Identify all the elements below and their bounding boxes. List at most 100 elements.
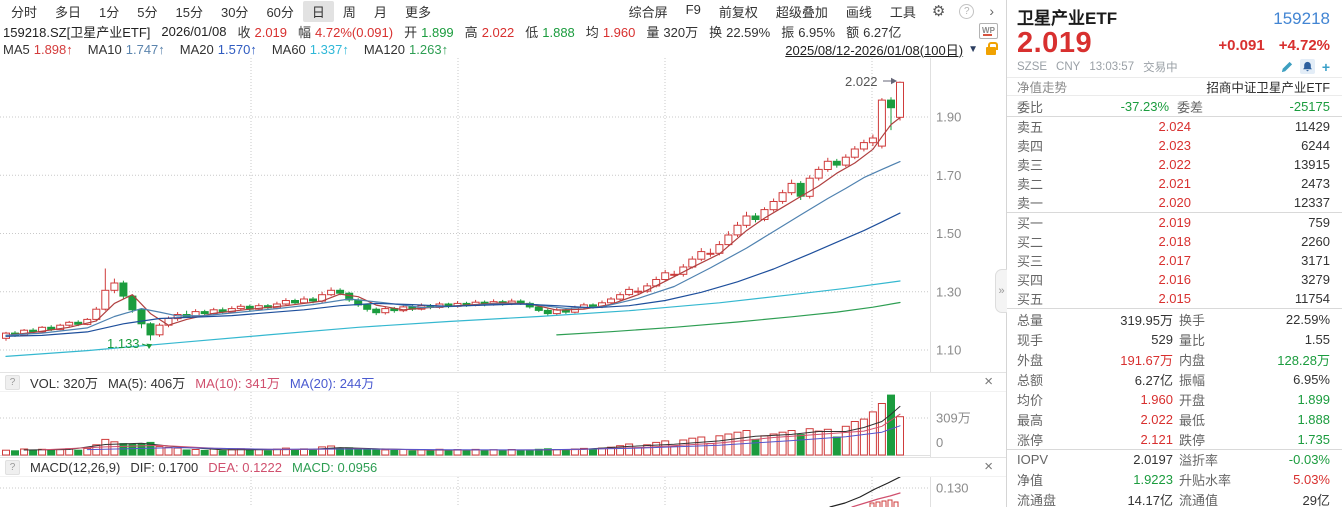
bid-volume: 2260 [1301,234,1330,249]
chevron-right-icon[interactable]: › [989,3,994,19]
period-tab-多日[interactable]: 多日 [55,4,82,20]
stat-value: 22.59% [1285,311,1330,327]
period-tab-1分[interactable]: 1分 [99,4,120,20]
quote-field-value: 320万 [663,24,699,40]
stat-row-总量: 总量 319.95万 换手 22.59% [1007,309,1342,329]
bid-row-买一[interactable]: 买一 2.019 759 [1007,213,1342,232]
menu-画线[interactable]: 画线 [845,4,872,20]
stat-label: 内盘 [1179,352,1206,368]
stat-value: 29亿 [1302,492,1330,507]
quote-field-高: 高 2.022 [465,22,515,41]
stat-value: 1.735 [1297,431,1330,447]
menu-超级叠加[interactable]: 超级叠加 [775,4,828,20]
bid-row-买五[interactable]: 买五 2.015 11754 [1007,289,1342,308]
quote-field-value: 22.59% [726,24,771,40]
period-tab-30分[interactable]: 30分 [220,4,249,20]
bid-price: 2.017 [1158,253,1191,268]
bid-price: 2.018 [1158,234,1191,249]
stat-label: 升贴水率 [1179,472,1232,488]
sidebar-header: 卫星产业ETF 159218 [1007,0,1342,28]
quote-field-均: 均 1.960 [586,22,636,41]
chart-area: 分时 多日 1分 5分 15分 30分 60分日周 月 更多 综合屏 F9 前复权 超级叠加 画线 工具 … [0,0,1006,507]
stat-label: 开盘 [1179,392,1206,408]
date-range-selector[interactable]: 2025/08/12-2026/01/08(100日) ▼ [785,40,1006,59]
menu-前复权[interactable]: 前复权 [718,4,758,20]
wps-icon[interactable]: WP [979,23,998,39]
quote-date: 2026/01/08 [161,23,227,39]
macd-dif-line [829,477,901,507]
volume-help-icon[interactable]: ? [5,374,20,390]
ma-value: 1.747↑ [125,41,165,57]
ask-row-卖五[interactable]: 卖五 2.024 11429 [1007,117,1342,136]
quote-field-value: 1.899 [421,24,454,40]
stat-label: 外盘 [1017,352,1044,368]
help-icon[interactable]: ? [959,3,975,19]
period-tab-月[interactable]: 月 [373,4,387,20]
period-tab-60分[interactable]: 60分 [266,4,294,20]
date-range-label[interactable]: 2025/08/12-2026/01/08(100日) [785,42,964,58]
ask-row-卖四[interactable]: 卖四 2.023 6244 [1007,136,1342,155]
high-annotation: 2.022 [845,74,878,89]
stat-label: 流通值 [1179,492,1219,507]
stock-name: 卫星产业ETF [1017,9,1118,28]
ask-price: 2.021 [1158,176,1191,191]
lock-icon[interactable] [986,41,998,55]
stat-label: 振幅 [1179,372,1206,388]
trading-status: 交易中 [1143,61,1178,74]
quote-field-label: 换 [709,24,723,40]
add-watchlist-icon[interactable]: + [1321,58,1330,75]
menu-工具[interactable]: 工具 [889,4,916,20]
price-axis-tick: 1.30 [936,284,961,299]
bid-level-label: 买一 [1017,216,1044,231]
candlestick-chart[interactable]: 1.90 1.70 1.50 1.30 1.10 2.022 1.133 [0,58,1006,372]
ask-row-卖二[interactable]: 卖二 2.021 2473 [1007,174,1342,193]
stat-label: 涨停 [1017,432,1044,448]
period-tab-日[interactable]: 日 [302,0,334,22]
sidebar-collapse-handle[interactable]: » [995,269,1007,313]
menu-综合屏[interactable]: 综合屏 [628,4,668,20]
volume-ma-line-VMA20 [86,425,901,451]
stat-label: 换手 [1179,312,1206,328]
caret-down-icon[interactable]: ▼ [968,43,978,55]
period-tab-更多[interactable]: 更多 [404,4,431,20]
period-tab-分时[interactable]: 分时 [11,4,38,20]
ask-row-卖一[interactable]: 卖一 2.020 12337 [1007,193,1342,212]
price-axis-tick: 1.70 [936,168,961,183]
ma-label: MA20 [179,41,214,57]
macd-value: MACD: 0.0956 [292,459,378,475]
ma-line-MA120 [556,301,901,336]
alert-bell-icon[interactable] [1299,59,1315,74]
quote-summary-bar: 159218.SZ[卫星产业ETF] 2026/01/08 收 2.019 幅 4.7… [0,22,1006,40]
volume-chart[interactable]: 309万 0 [0,392,1006,457]
menu-F9[interactable]: F9 [685,1,701,17]
macd-chart[interactable]: 0.130 [0,477,1006,507]
weibi-value: -37.23% [1120,98,1169,114]
macd-axis-tick: 0.130 [936,481,969,496]
macd-histogram-bar [869,502,875,507]
ask-row-卖三[interactable]: 卖三 2.022 13915 [1007,155,1342,174]
quote-sidebar: » 卫星产业ETF 159218 2.019 +0.091 +4.72% SZS… [995,0,1342,507]
stat-label: IOPV [1017,452,1049,467]
bid-volume: 3279 [1301,272,1330,287]
period-tab-周[interactable]: 周 [342,4,356,20]
bid-row-买三[interactable]: 买三 2.017 3171 [1007,251,1342,270]
stat-value: 1.960 [1140,391,1173,407]
last-price: 2.019 [1017,27,1093,59]
stat-row-最高: 最高 2.022 最低 1.888 [1007,409,1342,429]
ma-item-MA20: MA20 1.570↑ [180,42,257,57]
nav-trend-label[interactable]: 净值走势 [1017,81,1068,95]
bid-row-买二[interactable]: 买二 2.018 2260 [1007,232,1342,251]
stat-value: 319.95万 [1120,312,1173,328]
ask-level-label: 卖一 [1017,196,1044,211]
period-tab-15分[interactable]: 15分 [175,4,203,20]
settings-gear-icon[interactable]: ⚙ [931,3,946,20]
bid-row-买四[interactable]: 买四 2.016 3279 [1007,270,1342,289]
quote-fields: 收 2.019 幅 4.72%(0.091) 开 1.899 高 2.022 低 1.888 均 1.… [237,22,901,41]
macd-close-icon[interactable]: × [984,458,993,475]
volume-close-icon[interactable]: × [984,373,993,390]
macd-help-icon[interactable]: ? [5,459,20,475]
stat-label: 最低 [1179,412,1206,428]
fund-full-name[interactable]: 招商中证卫星产业ETF [1206,81,1330,95]
pencil-edit-icon[interactable] [1281,61,1293,73]
period-tab-5分[interactable]: 5分 [137,4,158,20]
